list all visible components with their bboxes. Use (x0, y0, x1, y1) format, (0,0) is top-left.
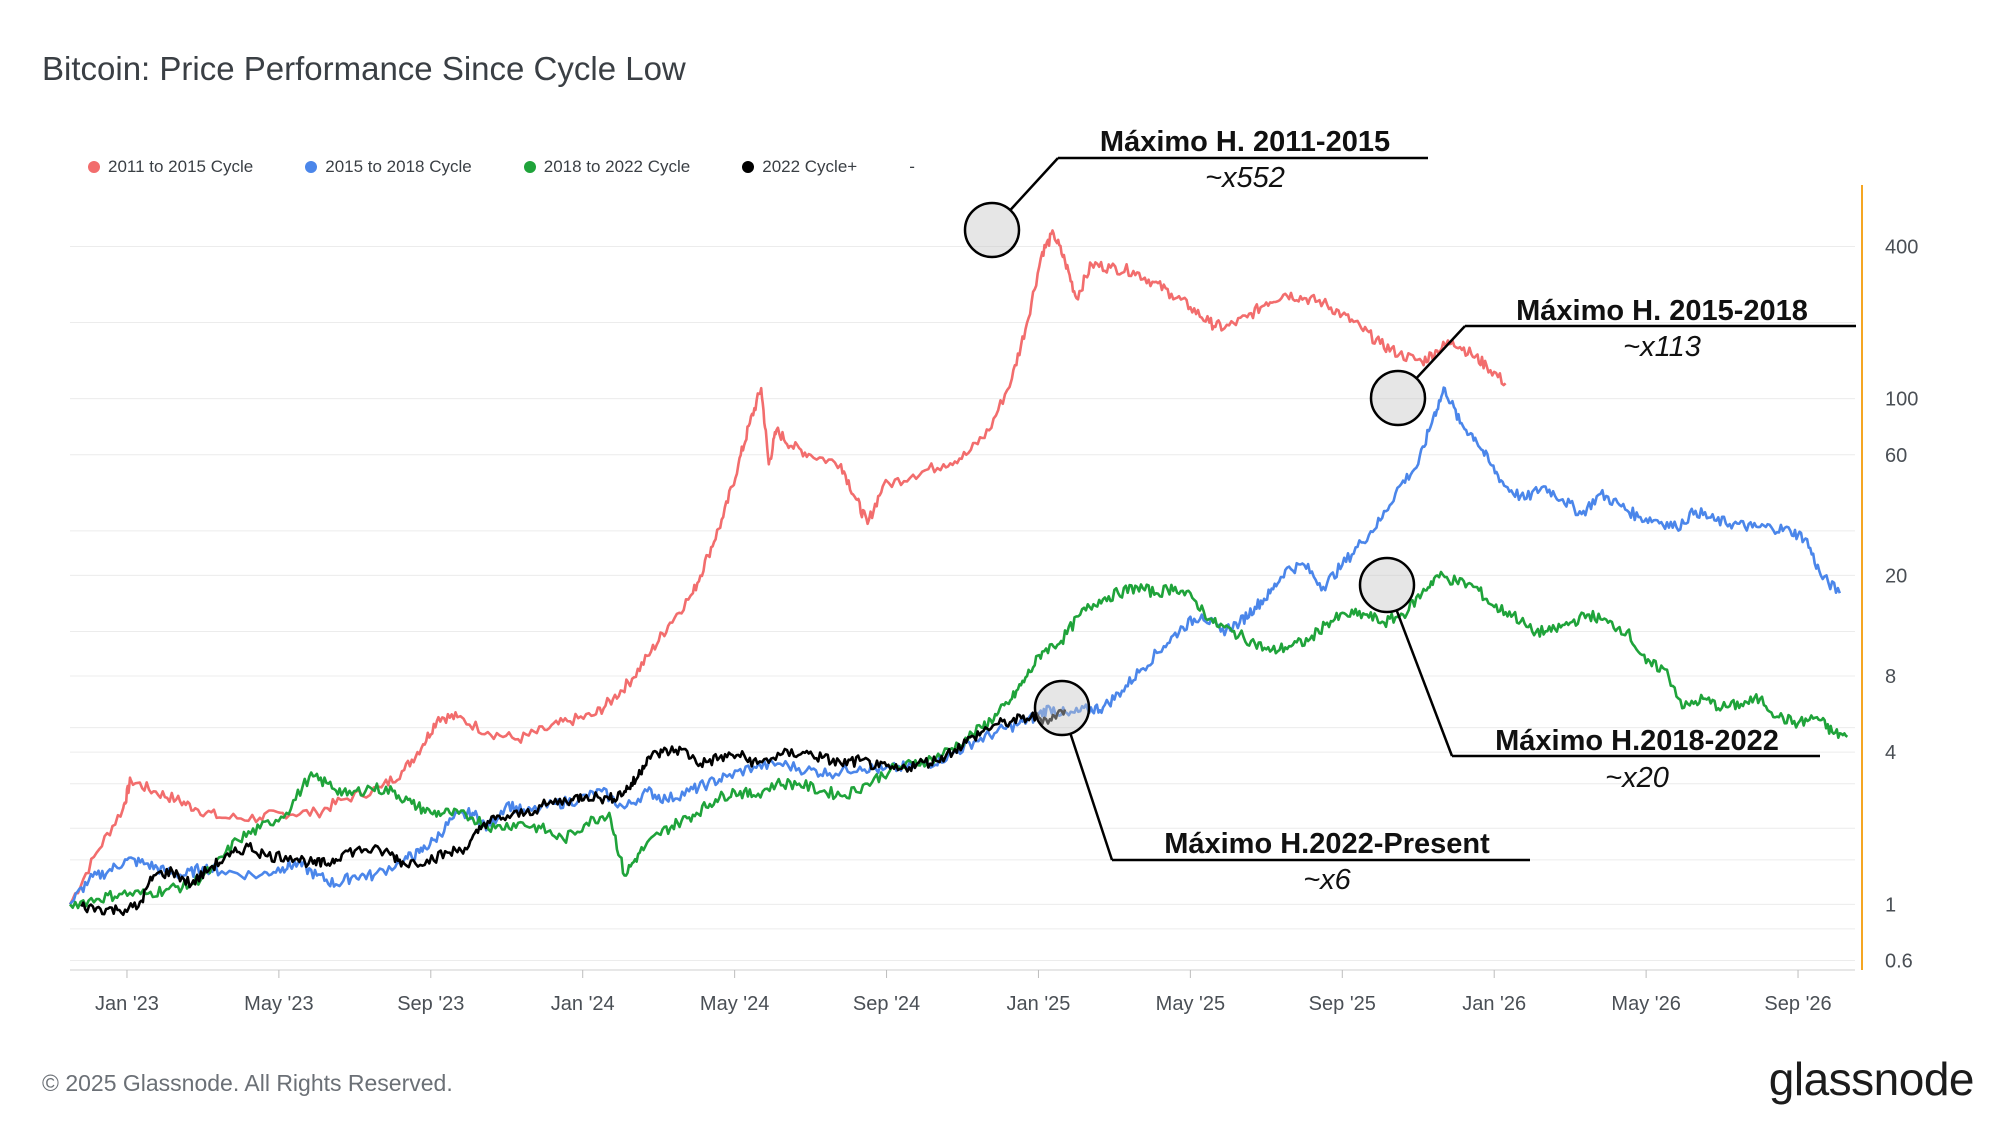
legend-dot-icon (523, 161, 536, 173)
y-tick-label: 4 (1885, 742, 1896, 764)
legend-item-2018-2022[interactable]: 2018 to 2022 Cycle (523, 157, 691, 177)
series-line-2 (68, 570, 1849, 910)
y-tick-label: 1 (1885, 894, 1896, 916)
x-tick-label: May '24 (700, 993, 769, 1015)
y-tick-label: 8 (1885, 666, 1896, 688)
annotation-title: Máximo H.2018-2022 (1495, 725, 1779, 757)
grid (70, 245, 1855, 961)
legend-label: 2011 to 2015 Cycle (108, 157, 254, 176)
copyright-footer: © 2025 Glassnode. All Rights Reserved. (42, 1070, 453, 1096)
peak-highlight-circle (1033, 679, 1091, 737)
y-tick-label: 0.6 (1885, 950, 1913, 972)
chart-title: Bitcoin: Price Performance Since Cycle L… (42, 50, 686, 87)
annotations-group: Máximo H. 2011-2015 ~x552 Máximo H. 2015-2… (963, 126, 1856, 896)
peak-highlight-circle (1369, 369, 1427, 427)
legend-extra: - (909, 157, 915, 176)
legend-item-2011-2015[interactable]: 2011 to 2015 Cycle (88, 157, 253, 177)
legend: 2011 to 2015 Cycle 2015 to 2018 Cycle 20… (88, 157, 915, 177)
annotation-value: ~x20 (1605, 762, 1669, 794)
annotation-value: ~x113 (1623, 331, 1701, 363)
x-tick-label: May '23 (244, 993, 313, 1015)
y-tick-label: 60 (1885, 445, 1907, 467)
legend-label: 2022 Cycle+ (762, 157, 858, 176)
y-tick-label: 400 (1885, 236, 1918, 258)
x-tick-label: Sep '25 (1309, 993, 1376, 1015)
legend-dot-icon (88, 161, 100, 173)
glassnode-logo: glassnode (1768, 1053, 1975, 1105)
series-line-3 (80, 708, 1067, 917)
series-group (68, 229, 1849, 917)
legend-dot-icon (742, 161, 755, 173)
annotation-value: ~x6 (1303, 864, 1351, 896)
y-tick-label: 100 (1885, 389, 1918, 411)
peak-highlight-circle (963, 201, 1021, 259)
legend-label: 2018 to 2022 Cycle (543, 157, 691, 176)
y-tick-label: 20 (1885, 565, 1907, 587)
series-line-1 (68, 386, 1842, 906)
series-line-0 (68, 229, 1507, 906)
x-tick-label: Sep '24 (853, 993, 920, 1015)
x-tick-label: Sep '23 (397, 993, 464, 1015)
annotation-title: Máximo H. 2015-2018 (1516, 295, 1808, 327)
x-tick-label: Jan '24 (551, 993, 615, 1015)
peak-highlight-circle (1358, 556, 1416, 614)
legend-item-2022-cycle[interactable]: 2022 Cycle+ (742, 157, 857, 177)
legend-item-2015-2018[interactable]: 2015 to 2018 Cycle (305, 157, 472, 177)
x-tick-label: Sep '26 (1764, 993, 1831, 1015)
annotation-title: Máximo H.2022-Present (1164, 828, 1490, 860)
x-tick-label: Jan '23 (95, 993, 159, 1015)
legend-dot-icon (305, 161, 318, 173)
x-tick-label: Jan '25 (1007, 993, 1071, 1015)
x-tick-label: Jan '26 (1462, 993, 1526, 1015)
annotation-value: ~x552 (1205, 162, 1285, 194)
annotation-leader-line (1069, 733, 1114, 861)
annotation-leader-line (1415, 325, 1466, 380)
annotation-leader-line (1395, 609, 1454, 757)
legend-label: 2015 to 2018 Cycle (325, 157, 472, 176)
x-tick-label: May '26 (1611, 993, 1680, 1015)
x-tick-label: May '25 (1156, 993, 1225, 1015)
annotation-title: Máximo H. 2011-2015 (1100, 126, 1390, 158)
annotation-leader-line (1009, 157, 1059, 211)
axes: 400 100 60 20 8 4 1 0.6 Jan '23 May '23 Sep '23 Jan… (70, 185, 1918, 1015)
